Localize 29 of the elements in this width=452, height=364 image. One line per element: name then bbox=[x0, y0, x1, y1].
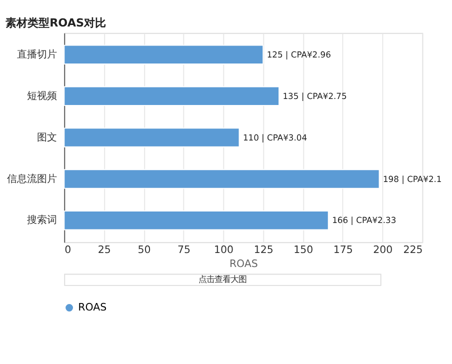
x-tick-label: 50 bbox=[138, 244, 151, 256]
y-tick-label: 搜索词 bbox=[27, 214, 58, 226]
bar bbox=[64, 128, 240, 148]
text: 点击查看大图 bbox=[198, 274, 246, 284]
y-tick-label: 直播切片 bbox=[17, 48, 58, 60]
x-tick-label: 100 bbox=[214, 244, 234, 256]
bar bbox=[64, 86, 280, 106]
x-tick-label: 150 bbox=[294, 244, 314, 256]
chart-title: 素材类型ROAS对比 bbox=[6, 16, 106, 30]
legend-label: ROAS bbox=[78, 302, 107, 314]
x-axis-title: ROAS bbox=[229, 258, 258, 270]
x-tick-label: 0 bbox=[64, 244, 72, 256]
data-label: 110 | CPA¥3.04 bbox=[242, 132, 308, 142]
y-tick-label: 图文 bbox=[37, 131, 58, 144]
x-tick-label: 225 bbox=[403, 244, 423, 256]
x-tick-label: 25 bbox=[98, 244, 111, 256]
bar bbox=[64, 169, 380, 189]
x-tick-label: 125 bbox=[254, 244, 274, 256]
y-tick-label: 信息流图片 bbox=[7, 172, 58, 185]
data-label: 166 | CPA¥2.33 bbox=[332, 215, 396, 226]
x-tick-label: 200 bbox=[373, 244, 393, 256]
x-tick-label: 175 bbox=[333, 244, 353, 256]
data-label: 198 | CPA¥2.1 bbox=[382, 174, 442, 184]
data-label: 135 | CPA¥2.75 bbox=[282, 90, 347, 101]
y-tick-label: 短视频 bbox=[27, 90, 58, 102]
x-tick-label: 75 bbox=[177, 244, 190, 256]
bar bbox=[64, 44, 264, 64]
data-label: 125 | CPA¥2.96 bbox=[266, 49, 331, 60]
bar bbox=[64, 210, 329, 230]
